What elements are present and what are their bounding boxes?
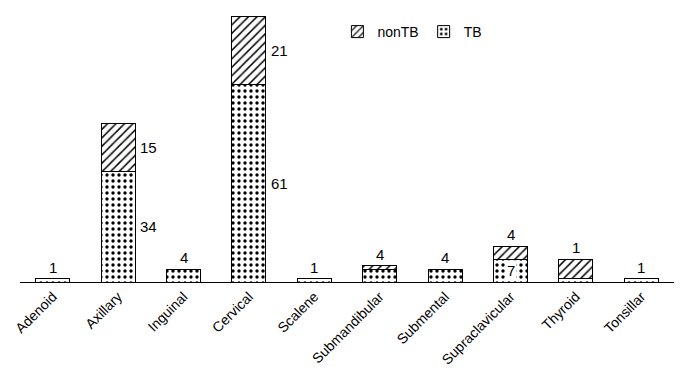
svg-text:Thyroid: Thyroid xyxy=(539,289,583,333)
svg-text:1: 1 xyxy=(637,259,645,276)
svg-text:Supraclavicular: Supraclavicular xyxy=(439,288,518,367)
svg-text:4: 4 xyxy=(507,226,515,243)
svg-text:TB: TB xyxy=(464,24,482,40)
svg-text:15: 15 xyxy=(140,139,157,156)
svg-text:7: 7 xyxy=(507,262,515,279)
svg-text:Cervical: Cervical xyxy=(209,289,256,336)
svg-text:4: 4 xyxy=(441,249,449,266)
svg-text:Submandibular: Submandibular xyxy=(309,288,387,366)
svg-text:1: 1 xyxy=(310,259,318,276)
svg-text:Scalene: Scalene xyxy=(274,288,321,335)
svg-text:Submental: Submental xyxy=(394,289,453,348)
svg-text:Inguinal: Inguinal xyxy=(145,289,191,335)
svg-text:61: 61 xyxy=(271,175,288,192)
svg-text:4: 4 xyxy=(180,249,188,266)
svg-text:21: 21 xyxy=(271,42,288,59)
svg-text:Tonsillar: Tonsillar xyxy=(601,288,649,336)
svg-text:nonTB: nonTB xyxy=(377,24,418,40)
svg-text:4: 4 xyxy=(376,246,384,263)
svg-text:Adenoid: Adenoid xyxy=(12,289,60,337)
svg-text:34: 34 xyxy=(140,218,157,235)
svg-text:1: 1 xyxy=(49,259,57,276)
svg-text:1: 1 xyxy=(572,239,580,256)
svg-text:Axillary: Axillary xyxy=(82,289,125,332)
